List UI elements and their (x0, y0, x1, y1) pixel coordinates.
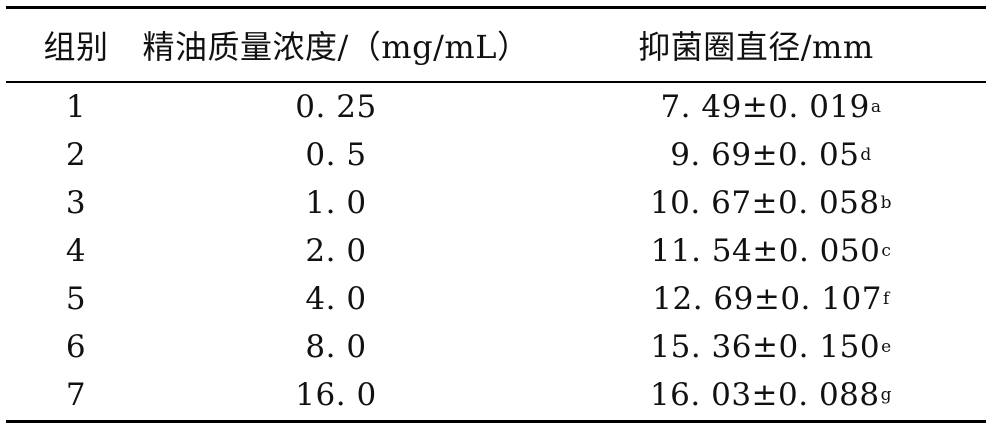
group-cell: 1 (65, 89, 87, 125)
diameter-cell: 12. 69±0. 107 f (652, 281, 890, 317)
group-cell: 2 (65, 137, 87, 173)
diameter-value: 10. 67±0. 058 (649, 185, 880, 221)
table-header: 组别 精油质量浓度/（mg/mL） 抑菌圈直径/mm (6, 9, 986, 81)
diameter-cell: 10. 67±0. 058 b (649, 185, 893, 221)
diameter-value: 16. 03±0. 088 (649, 377, 880, 413)
table-row: 5 4. 0 12. 69±0. 107 f (6, 275, 986, 323)
concentration-cell: 8. 0 (305, 329, 367, 365)
concentration-cell: 4. 0 (305, 281, 367, 317)
header-diameter: 抑菌圈直径/mm (638, 28, 874, 66)
table-row: 3 1. 0 10. 67±0. 058 b (6, 179, 986, 227)
table-row: 7 16. 0 16. 03±0. 088 g (6, 371, 986, 419)
diameter-cell: 7. 49±0. 019 a (660, 89, 882, 125)
header-concentration: 精油质量浓度/（mg/mL） (142, 28, 530, 66)
header-rule (6, 81, 986, 83)
table-row: 1 0. 25 7. 49±0. 019 a (6, 83, 986, 131)
data-table: 组别 精油质量浓度/（mg/mL） 抑菌圈直径/mm 1 0. 25 7. 49… (6, 6, 986, 424)
diameter-value: 15. 36±0. 150 (650, 329, 881, 365)
bottom-rule (6, 420, 986, 423)
concentration-cell: 16. 0 (295, 377, 377, 413)
table-body: 1 0. 25 7. 49±0. 019 a 2 0. 5 9. 69±0. 05… (6, 83, 986, 420)
group-cell: 7 (65, 377, 87, 413)
group-cell: 6 (65, 329, 87, 365)
concentration-cell: 0. 5 (305, 137, 367, 173)
concentration-cell: 0. 25 (295, 89, 377, 125)
header-group: 组别 (43, 28, 109, 66)
table-row: 4 2. 0 11. 54±0. 050 c (6, 227, 986, 275)
concentration-cell: 1. 0 (305, 185, 367, 221)
table-row: 2 0. 5 9. 69±0. 05 d (6, 131, 986, 179)
concentration-cell: 2. 0 (305, 233, 367, 269)
diameter-value: 9. 69±0. 05 (670, 137, 860, 173)
diameter-cell: 15. 36±0. 150 e (650, 329, 892, 365)
diameter-value: 7. 49±0. 019 (660, 89, 870, 125)
diameter-cell: 11. 54±0. 050 c (650, 233, 892, 269)
group-cell: 5 (65, 281, 87, 317)
diameter-value: 11. 54±0. 050 (650, 233, 881, 269)
group-cell: 4 (65, 233, 87, 269)
diameter-cell: 16. 03±0. 088 g (649, 377, 893, 413)
top-rule (6, 6, 986, 9)
diameter-value: 12. 69±0. 107 (652, 281, 882, 317)
diameter-cell: 9. 69±0. 05 d (670, 137, 872, 173)
group-cell: 3 (65, 185, 87, 221)
table-row: 6 8. 0 15. 36±0. 150 e (6, 323, 986, 371)
